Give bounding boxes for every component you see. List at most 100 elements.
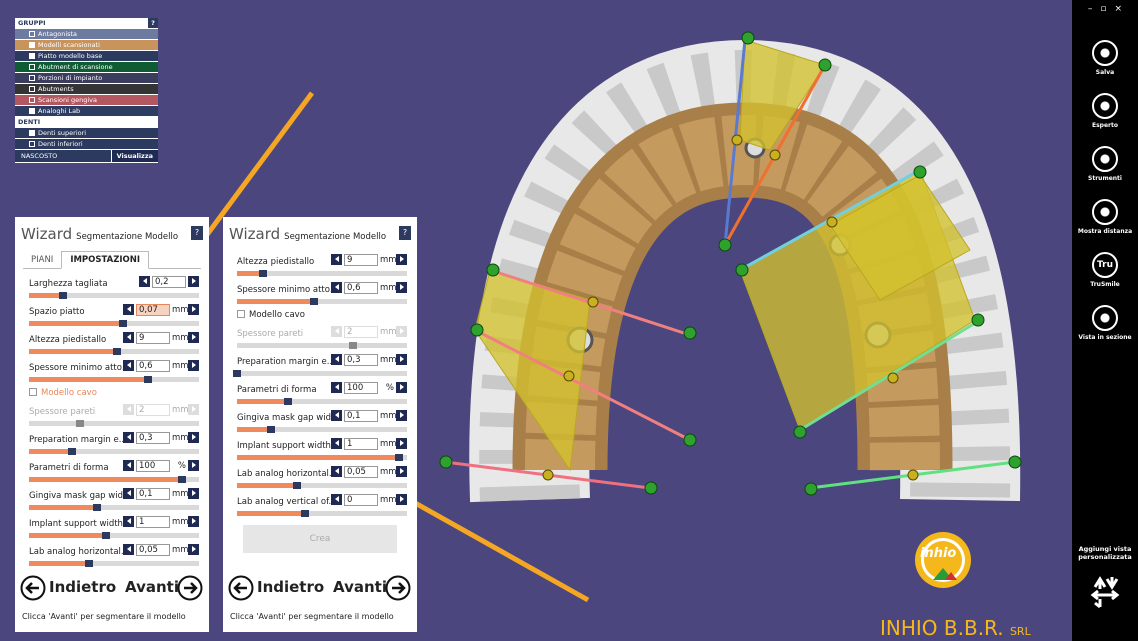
next-icon[interactable] (385, 575, 411, 601)
toolbar-button[interactable]: Strumenti (1072, 146, 1138, 182)
slider[interactable] (237, 426, 407, 433)
next-button[interactable]: Avanti (125, 578, 179, 596)
value-input[interactable]: 0,6 (344, 281, 378, 294)
value-input[interactable]: 9 (136, 331, 170, 344)
slider-thumb[interactable] (394, 454, 403, 461)
checkbox[interactable] (29, 53, 35, 59)
checkbox[interactable] (29, 75, 35, 81)
show-button[interactable]: Visualizza (110, 150, 158, 162)
window-controls[interactable]: –▫× (1087, 4, 1130, 14)
decrement-button[interactable] (123, 304, 134, 315)
toolbar-button[interactable]: Mostra distanza (1072, 199, 1138, 235)
slider[interactable] (29, 560, 199, 567)
slider[interactable] (29, 420, 199, 427)
value-input[interactable]: 2 (344, 325, 378, 338)
slider-thumb[interactable] (348, 342, 357, 349)
back-button[interactable]: Indietro (49, 578, 117, 596)
slider[interactable] (29, 376, 199, 383)
increment-button[interactable] (188, 488, 199, 499)
back-icon[interactable] (228, 575, 254, 601)
group-row[interactable]: Analoghi Lab (15, 106, 158, 117)
group-header[interactable]: GRUPPI? (15, 18, 158, 29)
toolbar-button[interactable]: Tru TruSmile (1072, 252, 1138, 288)
checkbox[interactable] (29, 130, 35, 136)
decrement-button[interactable] (123, 404, 134, 415)
group-row[interactable]: Denti inferiori (15, 139, 158, 150)
slider[interactable] (237, 398, 407, 405)
slider[interactable] (29, 476, 199, 483)
slider[interactable] (233, 370, 407, 377)
value-input[interactable]: 0,2 (152, 275, 186, 288)
decrement-button[interactable] (331, 494, 342, 505)
checkbox[interactable] (29, 388, 37, 396)
value-input[interactable]: 0,05 (136, 543, 170, 556)
slider[interactable] (237, 482, 407, 489)
help-button[interactable]: ? (399, 226, 411, 240)
group-row[interactable]: Piatto modello base (15, 51, 158, 62)
control-points[interactable] (439, 31, 1022, 496)
increment-button[interactable] (188, 460, 199, 471)
toolbar-button[interactable]: Vista in sezione (1072, 305, 1138, 341)
create-button[interactable]: Crea (243, 525, 397, 553)
increment-button[interactable] (188, 516, 199, 527)
increment-button[interactable] (188, 432, 199, 443)
group-row[interactable]: Porzioni di impianto (15, 73, 158, 84)
increment-button[interactable] (188, 360, 199, 371)
decrement-button[interactable] (123, 488, 134, 499)
increment-button[interactable] (188, 404, 199, 415)
checkbox-row[interactable]: Modello cavo (25, 385, 199, 401)
slider[interactable] (29, 292, 199, 299)
value-input[interactable]: 0 (344, 493, 378, 506)
group-row[interactable]: Modelli scansionati (15, 40, 158, 51)
group-header[interactable]: DENTI (15, 117, 158, 128)
next-icon[interactable] (177, 575, 203, 601)
decrement-button[interactable] (123, 460, 134, 471)
increment-button[interactable] (396, 326, 407, 337)
slider-thumb[interactable] (267, 426, 275, 433)
slider-thumb[interactable] (84, 560, 93, 567)
decrement-button[interactable] (123, 544, 134, 555)
slider[interactable] (29, 320, 199, 327)
decrement-button[interactable] (331, 326, 342, 337)
checkbox[interactable] (29, 64, 35, 70)
tab[interactable]: PIANI (31, 255, 54, 265)
slider[interactable] (237, 510, 407, 517)
checkbox[interactable] (237, 310, 245, 318)
slider[interactable] (29, 448, 199, 455)
value-input[interactable]: 0,07 (136, 303, 170, 316)
decrement-button[interactable] (123, 360, 134, 371)
increment-button[interactable] (396, 282, 407, 293)
back-button[interactable]: Indietro (257, 578, 325, 596)
decrement-button[interactable] (331, 382, 342, 393)
group-row[interactable]: Abutment di scansione (15, 62, 158, 73)
toolbar-button[interactable]: Salva (1072, 40, 1138, 76)
slider-thumb[interactable] (233, 370, 241, 377)
increment-button[interactable] (396, 410, 407, 421)
help-button[interactable]: ? (191, 226, 203, 240)
back-icon[interactable] (20, 575, 46, 601)
checkbox[interactable] (29, 97, 35, 103)
slider[interactable] (29, 532, 199, 539)
next-button[interactable]: Avanti (333, 578, 387, 596)
group-row[interactable]: Scansioni gengiva (15, 95, 158, 106)
increment-button[interactable] (396, 494, 407, 505)
increment-button[interactable] (188, 276, 199, 287)
increment-button[interactable] (396, 438, 407, 449)
value-input[interactable]: 1 (136, 515, 170, 528)
slider-thumb[interactable] (178, 476, 186, 483)
help-button[interactable]: ? (148, 18, 158, 28)
slider-thumb[interactable] (144, 376, 152, 383)
group-row[interactable]: Denti superiori (15, 128, 158, 139)
increment-button[interactable] (396, 382, 407, 393)
slider-thumb[interactable] (301, 510, 309, 517)
slider-thumb[interactable] (93, 504, 101, 511)
slider[interactable] (237, 342, 407, 349)
slider[interactable] (29, 504, 199, 511)
value-input[interactable]: 0,3 (136, 431, 170, 444)
decrement-button[interactable] (331, 282, 342, 293)
increment-button[interactable] (396, 354, 407, 365)
slider-thumb[interactable] (67, 448, 76, 455)
decrement-button[interactable] (331, 466, 342, 477)
value-input[interactable]: 0,1 (136, 487, 170, 500)
decrement-button[interactable] (331, 254, 342, 265)
